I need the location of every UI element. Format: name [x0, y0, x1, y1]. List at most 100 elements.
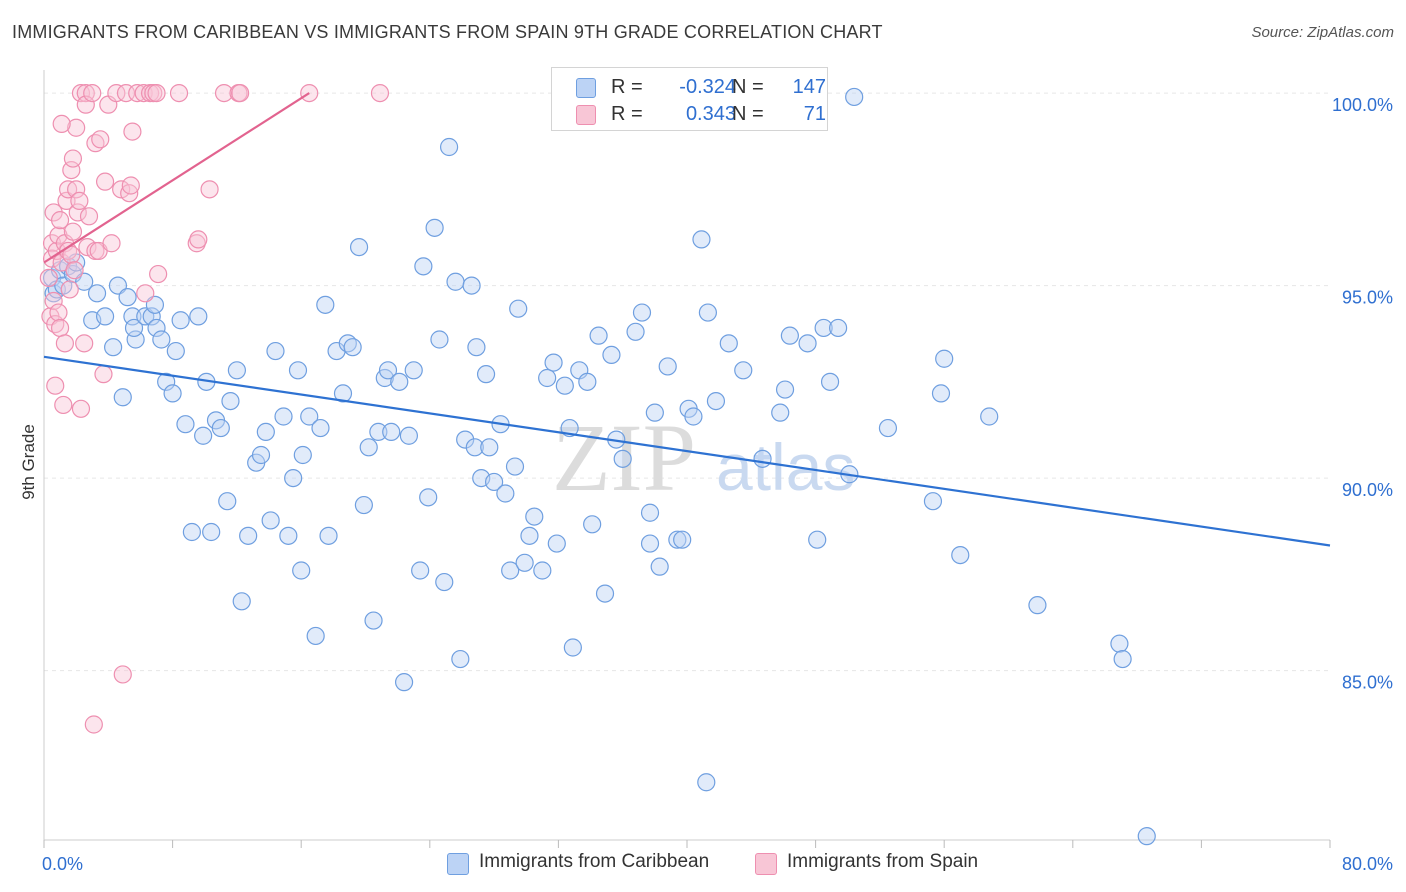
x-tick-label: 0.0% [42, 854, 83, 874]
caribbean-point [451, 649, 470, 669]
spain-point [169, 83, 189, 103]
caribbean-point [467, 338, 486, 357]
caribbean-point [1113, 649, 1132, 669]
caribbean-point [425, 218, 444, 237]
caribbean-point [684, 407, 703, 426]
trend-lines [43, 92, 1331, 547]
caribbean-point [261, 511, 280, 530]
caribbean-point [87, 284, 107, 303]
caribbean-point [349, 238, 369, 257]
caribbean-point [113, 388, 132, 407]
caribbean-point [446, 272, 465, 291]
caribbean-point [232, 592, 251, 611]
caribbean-point [698, 303, 717, 322]
spain-point [107, 83, 126, 103]
caribbean-point [923, 492, 943, 511]
caribbean-point [753, 449, 772, 468]
caribbean-point [211, 418, 230, 438]
caribbean-point [189, 307, 208, 326]
caribbean-point [496, 484, 515, 503]
caribbean-point [595, 584, 615, 603]
spain-point [200, 180, 219, 199]
r-label: R = [611, 103, 643, 125]
spain-trend-line [43, 92, 310, 264]
spain-point [370, 83, 390, 103]
caribbean-point [142, 307, 161, 326]
caribbean-point [166, 341, 185, 361]
caribbean-point [279, 526, 298, 545]
caribbean-point [538, 368, 557, 388]
caribbean-point [935, 349, 954, 368]
caribbean-point [533, 561, 552, 580]
caribbean-point [1137, 827, 1156, 846]
caribbean-point [404, 361, 423, 380]
spain-point [83, 83, 102, 103]
spain-point [63, 149, 83, 168]
spain-point [214, 83, 234, 103]
caribbean-point [1110, 634, 1129, 653]
caribbean-point [509, 299, 528, 318]
spain-point [44, 291, 63, 311]
r-label: R = [611, 76, 643, 98]
spain-point [67, 118, 86, 137]
caribbean-point [931, 384, 951, 403]
caribbean-point [951, 545, 970, 565]
y-tick-label: 85.0% [1342, 673, 1393, 693]
spain-point [84, 715, 103, 734]
caribbean-point [147, 318, 166, 338]
caribbean-point [239, 526, 258, 545]
caribbean-point [650, 557, 669, 576]
spain-point [79, 207, 99, 226]
caribbean-point [798, 334, 817, 353]
caribbean-point [980, 407, 999, 426]
caribbean-point [194, 426, 213, 445]
caribbean-point [668, 530, 687, 549]
caribbean-point [311, 418, 330, 438]
caribbean-point [95, 307, 115, 326]
spain-legend-swatch [755, 853, 777, 875]
spain-point [67, 180, 86, 199]
caribbean-point [775, 380, 795, 399]
caribbean-point [515, 553, 534, 572]
spain-point [55, 334, 74, 353]
caribbean-swatch [576, 78, 596, 98]
caribbean-point [485, 472, 504, 492]
caribbean-point [399, 426, 419, 445]
caribbean-legend-swatch [447, 853, 469, 875]
caribbean-point [456, 430, 475, 449]
caribbean-point [462, 276, 481, 295]
caribbean-trend-line [43, 355, 1331, 547]
caribbean-point [293, 445, 312, 465]
caribbean-point [266, 341, 285, 361]
spain-point [62, 161, 81, 180]
caribbean-point [430, 330, 449, 349]
caribbean-point [845, 87, 864, 107]
caribbean-point [182, 522, 201, 542]
r-value: -0.324 [679, 76, 736, 98]
caribbean-point [878, 418, 898, 438]
spain-point [147, 83, 166, 103]
n-label: N = [732, 103, 764, 125]
caribbean-point [227, 361, 246, 380]
caribbean-point [563, 638, 582, 657]
caribbean-point [780, 326, 799, 345]
y-tick-label: 100.0% [1332, 95, 1393, 115]
legend-label: Immigrants from Spain [787, 851, 979, 872]
spain-point [121, 176, 140, 195]
spain-point [113, 665, 132, 684]
caribbean-point [419, 488, 438, 507]
spain-point [68, 203, 87, 222]
caribbean-point [547, 534, 566, 553]
caribbean-point [501, 561, 520, 580]
caribbean-point [578, 372, 597, 391]
caribbean-point [176, 415, 195, 434]
spain-point [50, 318, 70, 338]
spain-point [94, 365, 113, 384]
caribbean-point [520, 526, 539, 545]
caribbean-point [719, 334, 738, 353]
caribbean-point [589, 326, 608, 345]
caribbean-point [706, 392, 726, 411]
r-value: 0.343 [685, 103, 736, 125]
spain-point [95, 172, 115, 191]
